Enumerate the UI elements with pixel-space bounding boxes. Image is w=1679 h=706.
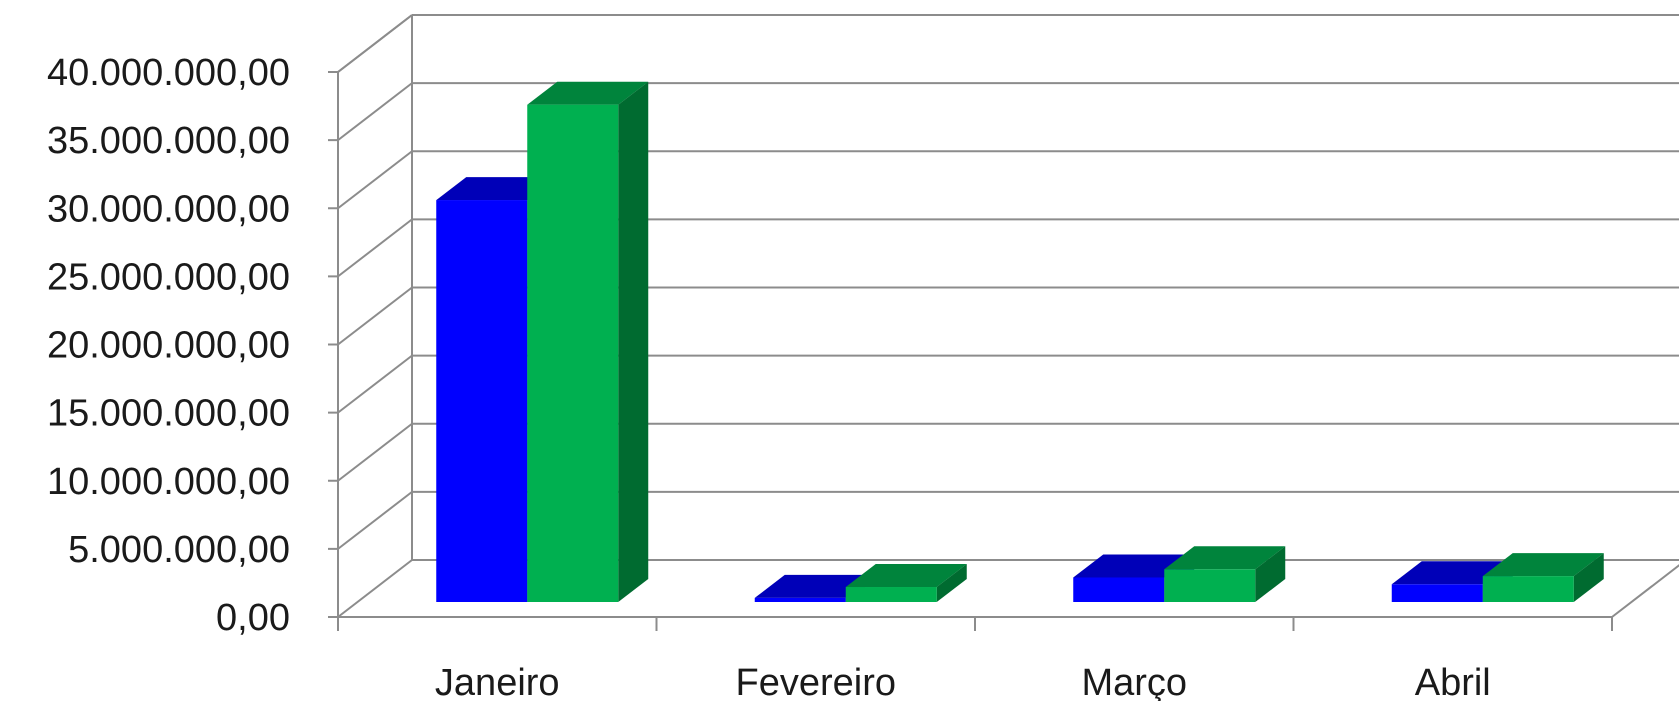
y-tick-label: 40.000.000,00 <box>47 52 290 94</box>
bar-front-face <box>527 104 619 602</box>
x-tick-label: Janeiro <box>435 662 560 701</box>
bar-top-face <box>1391 561 1513 585</box>
bar-front-face <box>1391 584 1483 602</box>
bar-front-face <box>1164 569 1256 602</box>
wall-top-edge <box>337 14 413 73</box>
x-tick-label: Fevereiro <box>736 662 897 701</box>
axes <box>328 71 1679 631</box>
y-tick-label: 25.000.000,00 <box>47 256 290 298</box>
gridline-wall <box>337 491 413 550</box>
bar-front-face <box>1482 576 1574 602</box>
bar-side-face <box>1255 546 1286 602</box>
bar-front-face <box>754 597 846 602</box>
bar-top-face <box>1164 546 1286 570</box>
bar-side-face <box>1573 553 1604 602</box>
gridline-wall <box>337 354 413 414</box>
bar-top-face <box>1482 553 1604 577</box>
gridline-wall <box>337 82 413 141</box>
y-tick-label: 35.000.000,00 <box>47 120 290 162</box>
gridline-wall <box>337 150 413 210</box>
floor-edge <box>1611 564 1679 618</box>
x-tick-label: Março <box>1081 662 1187 701</box>
gridline-wall <box>337 218 413 278</box>
bar-março-series-2 <box>1164 546 1286 602</box>
gridline-wall <box>337 422 413 482</box>
tick-labels: 0,00 5.000.000,00 10.000.000,00 15.000.000,… <box>47 52 1491 704</box>
bar-top-face <box>436 177 558 201</box>
x-tick-label: Abril <box>1415 662 1491 701</box>
bar-top-face <box>845 564 967 588</box>
bar-front-face <box>436 200 528 602</box>
bar-side-face <box>936 564 967 602</box>
bar-top-face <box>1073 554 1195 578</box>
y-tick-label: 5.000.000,00 <box>68 529 290 571</box>
y-tick-label: 15.000.000,00 <box>47 393 290 435</box>
bar-top-face <box>754 574 876 598</box>
bar-fevereiro-series-2 <box>845 564 967 602</box>
bar-janeiro-series-2 <box>527 81 649 602</box>
bar-front-face <box>845 587 937 602</box>
bar-abril-series-2 <box>1482 553 1604 602</box>
bars <box>436 81 1604 602</box>
y-tick-label: 30.000.000,00 <box>47 188 290 230</box>
gridline-wall <box>337 286 413 346</box>
y-tick-label: 0,00 <box>216 597 290 639</box>
bar-front-face <box>1073 577 1165 602</box>
y-tick-label: 10.000.000,00 <box>47 461 290 503</box>
bar-side-face <box>618 81 649 602</box>
bar-top-face <box>527 81 649 105</box>
gridline-wall <box>337 559 413 618</box>
y-tick-label: 20.000.000,00 <box>47 325 290 367</box>
